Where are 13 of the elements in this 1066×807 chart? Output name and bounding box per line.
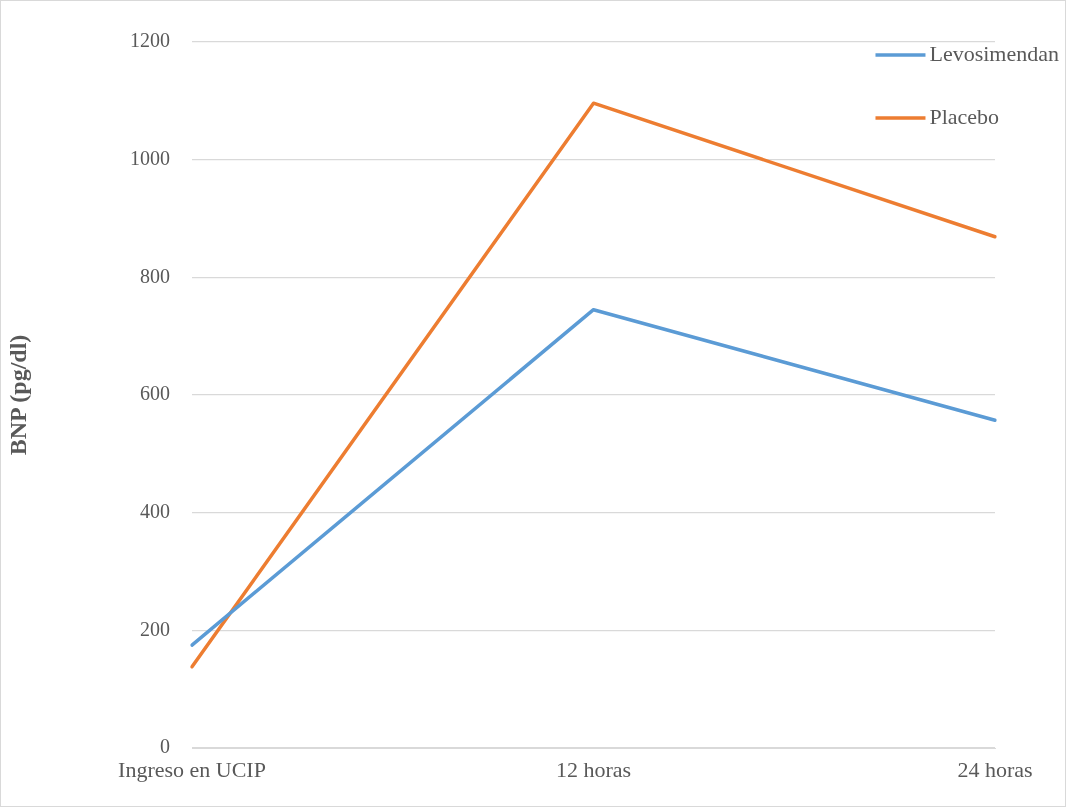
y-tick-label: 1000 xyxy=(130,146,170,169)
y-tick-label: 600 xyxy=(140,382,170,405)
y-tick-label: 0 xyxy=(160,735,170,758)
y-tick-label: 400 xyxy=(140,499,170,522)
y-tick-label: 200 xyxy=(140,617,170,640)
y-tick-label: 1200 xyxy=(130,29,170,52)
y-axis-title: BNP (pg/dl) xyxy=(4,334,31,456)
legend-label: Placebo xyxy=(929,103,1000,129)
y-tick-label: 800 xyxy=(140,264,170,287)
x-tick-label: 24 horas xyxy=(957,756,1033,782)
x-tick-label: Ingreso en UCIP xyxy=(118,756,266,782)
x-tick-label: 12 horas xyxy=(555,756,632,782)
legend-label: Levosimendan xyxy=(929,40,1060,66)
